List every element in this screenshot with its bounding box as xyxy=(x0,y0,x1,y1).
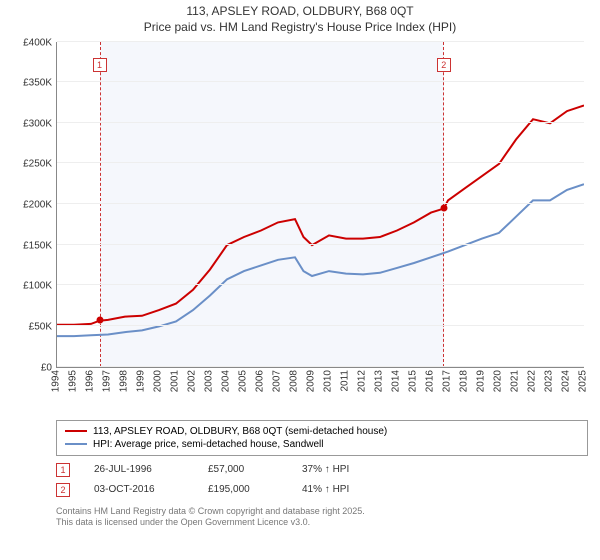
x-tick-label: 2016 xyxy=(425,370,436,392)
x-tick-label: 2018 xyxy=(459,370,470,392)
gridline xyxy=(57,325,584,326)
chart-title-line2: Price paid vs. HM Land Registry's House … xyxy=(0,20,600,38)
x-tick-label: 2024 xyxy=(561,370,572,392)
legend-row: 113, APSLEY ROAD, OLDBURY, B68 0QT (semi… xyxy=(65,425,579,438)
x-tick-label: 1996 xyxy=(85,370,96,392)
x-tick-label: 1997 xyxy=(102,370,113,392)
x-tick-label: 2015 xyxy=(408,370,419,392)
y-tick-label: £50K xyxy=(29,321,52,332)
footer-line2: This data is licensed under the Open Gov… xyxy=(56,517,588,529)
transaction-row: 2 03-OCT-2016 £195,000 41% ↑ HPI xyxy=(56,480,588,500)
x-tick-label: 2005 xyxy=(238,370,249,392)
transaction-date: 26-JUL-1996 xyxy=(94,464,184,475)
footer-line1: Contains HM Land Registry data © Crown c… xyxy=(56,506,588,518)
legend: 113, APSLEY ROAD, OLDBURY, B68 0QT (semi… xyxy=(56,420,588,456)
chart-container: 113, APSLEY ROAD, OLDBURY, B68 0QT Price… xyxy=(0,0,600,560)
x-tick-label: 2012 xyxy=(357,370,368,392)
x-tick-label: 1998 xyxy=(119,370,130,392)
transaction-delta: 37% ↑ HPI xyxy=(302,464,349,475)
gridline xyxy=(57,41,584,42)
y-axis: £0£50K£100K£150K£200K£250K£300K£350K£400… xyxy=(8,42,54,368)
legend-row: HPI: Average price, semi-detached house,… xyxy=(65,438,579,451)
x-tick-label: 2009 xyxy=(306,370,317,392)
y-tick-label: £400K xyxy=(23,37,52,48)
marker-label-2: 2 xyxy=(437,58,451,72)
y-tick-label: £300K xyxy=(23,118,52,129)
gridline xyxy=(57,366,584,367)
x-tick-label: 2007 xyxy=(272,370,283,392)
legend-swatch xyxy=(65,430,87,432)
marker-label-1: 1 xyxy=(93,58,107,72)
y-tick-label: £150K xyxy=(23,240,52,251)
transaction-delta: 41% ↑ HPI xyxy=(302,484,349,495)
data-point-2 xyxy=(440,205,447,212)
transaction-row: 1 26-JUL-1996 £57,000 37% ↑ HPI xyxy=(56,460,588,480)
chart-title-line1: 113, APSLEY ROAD, OLDBURY, B68 0QT xyxy=(0,0,600,20)
series-price_paid xyxy=(57,105,584,324)
x-tick-label: 2006 xyxy=(255,370,266,392)
y-tick-label: £250K xyxy=(23,159,52,170)
y-tick-label: £200K xyxy=(23,200,52,211)
x-tick-label: 2001 xyxy=(170,370,181,392)
legend-label: 113, APSLEY ROAD, OLDBURY, B68 0QT (semi… xyxy=(93,426,387,437)
transaction-date: 03-OCT-2016 xyxy=(94,484,184,495)
x-tick-label: 2010 xyxy=(323,370,334,392)
x-tick-label: 2000 xyxy=(153,370,164,392)
transaction-idx: 1 xyxy=(56,463,70,477)
x-tick-label: 2021 xyxy=(510,370,521,392)
legend-swatch xyxy=(65,443,87,445)
x-tick-label: 2017 xyxy=(442,370,453,392)
gridline xyxy=(57,162,584,163)
x-tick-label: 1994 xyxy=(51,370,62,392)
x-tick-label: 2023 xyxy=(544,370,555,392)
series-hpi xyxy=(57,184,584,336)
footer: Contains HM Land Registry data © Crown c… xyxy=(56,506,588,529)
legend-label: HPI: Average price, semi-detached house,… xyxy=(93,439,324,450)
x-tick-label: 2020 xyxy=(493,370,504,392)
x-tick-label: 2011 xyxy=(340,370,351,392)
x-tick-label: 1999 xyxy=(136,370,147,392)
x-axis: 1994199519961997199819992000200120022003… xyxy=(56,368,584,418)
x-tick-label: 2022 xyxy=(527,370,538,392)
x-tick-label: 2002 xyxy=(187,370,198,392)
x-tick-label: 2008 xyxy=(289,370,300,392)
gridline xyxy=(57,244,584,245)
x-tick-label: 2025 xyxy=(578,370,589,392)
gridline xyxy=(57,284,584,285)
y-tick-label: £350K xyxy=(23,78,52,89)
gridline xyxy=(57,81,584,82)
plot-region: 12 xyxy=(56,42,584,368)
transaction-price: £57,000 xyxy=(208,464,278,475)
x-tick-label: 2014 xyxy=(391,370,402,392)
x-tick-label: 1995 xyxy=(68,370,79,392)
x-tick-label: 2003 xyxy=(204,370,215,392)
transaction-price: £195,000 xyxy=(208,484,278,495)
chart-area: £0£50K£100K£150K£200K£250K£300K£350K£400… xyxy=(8,38,588,418)
x-tick-label: 2019 xyxy=(476,370,487,392)
y-tick-label: £100K xyxy=(23,281,52,292)
gridline xyxy=(57,203,584,204)
transaction-idx: 2 xyxy=(56,483,70,497)
x-tick-label: 2013 xyxy=(374,370,385,392)
data-point-1 xyxy=(96,317,103,324)
line-layer xyxy=(57,42,584,367)
x-tick-label: 2004 xyxy=(221,370,232,392)
gridline xyxy=(57,122,584,123)
transaction-table: 1 26-JUL-1996 £57,000 37% ↑ HPI 2 03-OCT-2016… xyxy=(56,460,588,500)
